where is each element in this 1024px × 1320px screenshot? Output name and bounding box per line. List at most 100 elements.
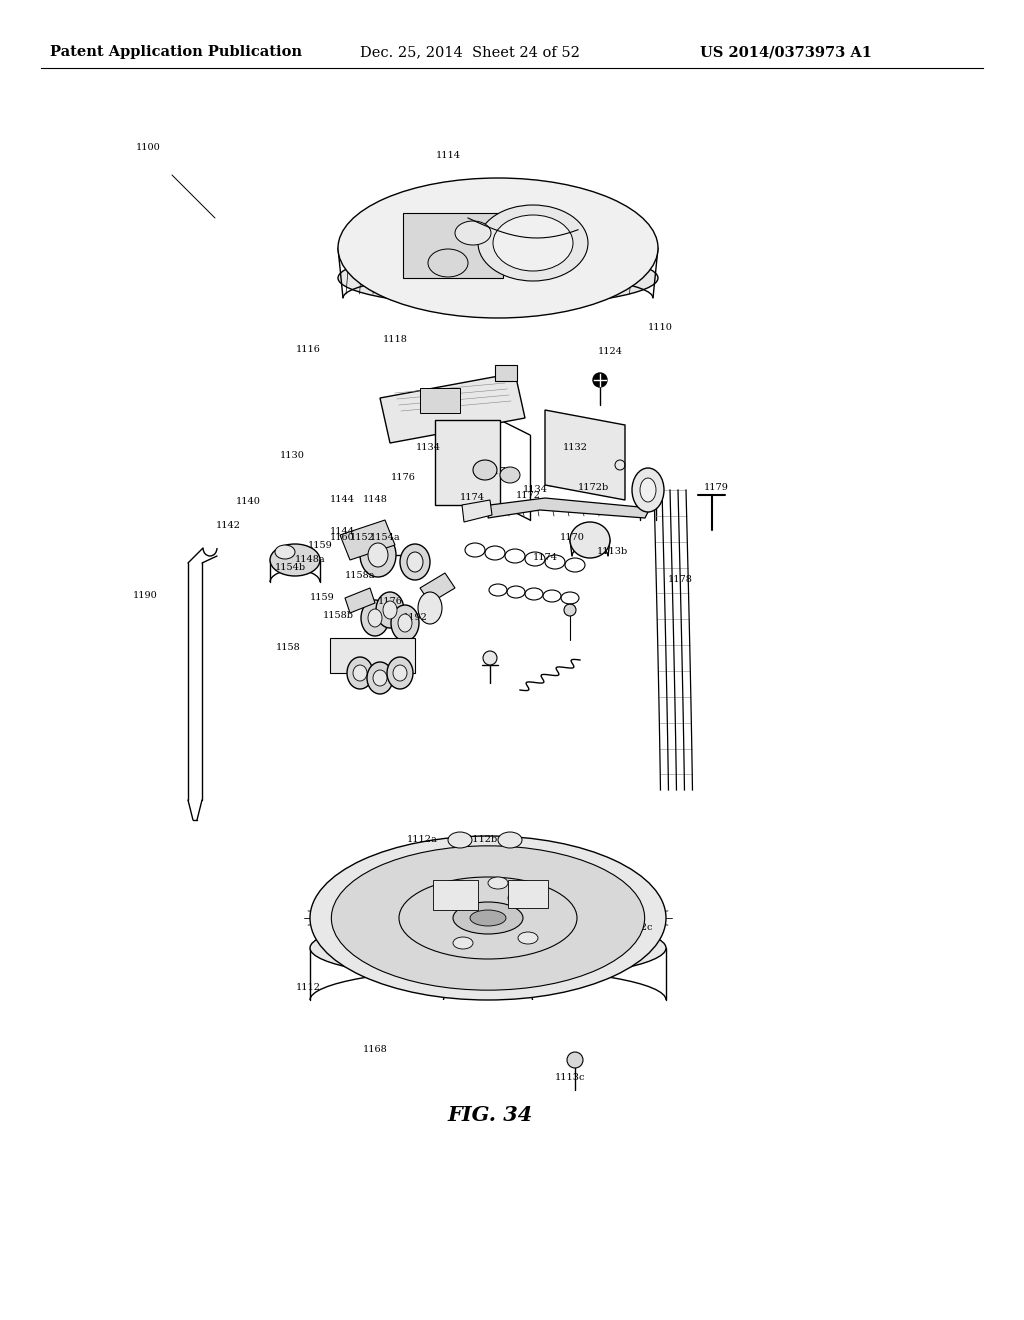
Circle shape bbox=[593, 374, 607, 387]
Ellipse shape bbox=[449, 898, 468, 909]
Text: 1113c: 1113c bbox=[555, 1073, 586, 1082]
Text: 1168: 1168 bbox=[362, 1045, 387, 1055]
Ellipse shape bbox=[500, 467, 520, 483]
Text: 1132: 1132 bbox=[562, 444, 588, 453]
Text: 1179: 1179 bbox=[703, 483, 728, 492]
Ellipse shape bbox=[376, 591, 404, 628]
Text: 1152: 1152 bbox=[349, 533, 375, 543]
Ellipse shape bbox=[270, 544, 319, 576]
Text: 1142: 1142 bbox=[215, 520, 241, 529]
Polygon shape bbox=[420, 573, 455, 603]
Ellipse shape bbox=[478, 205, 588, 281]
Text: 1170: 1170 bbox=[559, 533, 585, 543]
Ellipse shape bbox=[368, 543, 388, 568]
Text: 1158b: 1158b bbox=[323, 610, 353, 619]
Polygon shape bbox=[340, 520, 395, 560]
Ellipse shape bbox=[332, 846, 645, 990]
Ellipse shape bbox=[393, 665, 407, 681]
Bar bbox=[495, 366, 517, 381]
Ellipse shape bbox=[360, 533, 396, 577]
Text: 1100: 1100 bbox=[135, 144, 161, 153]
Ellipse shape bbox=[428, 249, 468, 277]
Text: 1126: 1126 bbox=[423, 393, 447, 403]
Text: 1112a: 1112a bbox=[407, 836, 437, 845]
Text: 1158a: 1158a bbox=[345, 570, 375, 579]
Text: 1172b: 1172b bbox=[578, 483, 608, 492]
Text: 1134: 1134 bbox=[522, 486, 548, 495]
Ellipse shape bbox=[498, 832, 522, 847]
Ellipse shape bbox=[453, 937, 473, 949]
Text: 1176: 1176 bbox=[378, 598, 402, 606]
Ellipse shape bbox=[368, 609, 382, 627]
Text: 1114: 1114 bbox=[435, 150, 461, 160]
Text: 1148a: 1148a bbox=[295, 556, 326, 565]
Text: 1110: 1110 bbox=[647, 323, 673, 333]
Polygon shape bbox=[488, 498, 650, 517]
Text: 1160: 1160 bbox=[330, 533, 354, 543]
Ellipse shape bbox=[347, 657, 373, 689]
Text: 1113b: 1113b bbox=[596, 548, 628, 557]
Polygon shape bbox=[380, 374, 525, 444]
Text: 1148: 1148 bbox=[362, 495, 387, 504]
Ellipse shape bbox=[367, 663, 393, 694]
Bar bbox=[403, 213, 503, 279]
Ellipse shape bbox=[387, 657, 413, 689]
Text: 1130: 1130 bbox=[280, 450, 304, 459]
Ellipse shape bbox=[473, 459, 497, 480]
Bar bbox=[435, 420, 500, 506]
Ellipse shape bbox=[338, 178, 658, 318]
Text: 1172: 1172 bbox=[515, 491, 541, 499]
Text: 1159: 1159 bbox=[307, 540, 333, 549]
Ellipse shape bbox=[275, 545, 295, 558]
Polygon shape bbox=[462, 500, 492, 521]
Ellipse shape bbox=[383, 601, 397, 619]
Text: 1112c: 1112c bbox=[623, 924, 653, 932]
Ellipse shape bbox=[453, 902, 523, 935]
Ellipse shape bbox=[570, 521, 610, 558]
Text: US 2014/0373973 A1: US 2014/0373973 A1 bbox=[700, 45, 872, 59]
Ellipse shape bbox=[310, 917, 666, 979]
Bar bbox=[433, 880, 478, 909]
Ellipse shape bbox=[508, 892, 528, 904]
Circle shape bbox=[564, 605, 575, 616]
Ellipse shape bbox=[361, 601, 389, 636]
Text: 1172a: 1172a bbox=[487, 467, 518, 477]
Text: 1144: 1144 bbox=[330, 495, 354, 504]
Text: 1154b: 1154b bbox=[274, 564, 305, 573]
Ellipse shape bbox=[493, 215, 573, 271]
Ellipse shape bbox=[518, 932, 538, 944]
Ellipse shape bbox=[399, 876, 577, 960]
Text: 1134: 1134 bbox=[416, 444, 440, 453]
Text: 1158: 1158 bbox=[275, 644, 300, 652]
Text: 1192: 1192 bbox=[402, 614, 427, 623]
Text: 1176: 1176 bbox=[390, 474, 416, 483]
Bar bbox=[330, 638, 415, 673]
Ellipse shape bbox=[391, 605, 419, 642]
Ellipse shape bbox=[418, 591, 442, 624]
Text: 1174: 1174 bbox=[532, 553, 557, 562]
Text: 1112b: 1112b bbox=[466, 836, 498, 845]
Ellipse shape bbox=[353, 665, 367, 681]
Polygon shape bbox=[345, 587, 375, 612]
Text: 1178: 1178 bbox=[668, 576, 692, 585]
Ellipse shape bbox=[400, 544, 430, 579]
Text: 1154a: 1154a bbox=[370, 533, 400, 543]
Text: 1124: 1124 bbox=[597, 347, 623, 356]
Text: 1174: 1174 bbox=[460, 494, 484, 503]
Text: 1159: 1159 bbox=[309, 593, 335, 602]
Ellipse shape bbox=[407, 552, 423, 572]
Ellipse shape bbox=[338, 249, 658, 306]
Bar bbox=[420, 388, 460, 413]
Ellipse shape bbox=[310, 836, 666, 1001]
Ellipse shape bbox=[640, 478, 656, 502]
Text: Patent Application Publication: Patent Application Publication bbox=[50, 45, 302, 59]
Polygon shape bbox=[545, 411, 625, 500]
Ellipse shape bbox=[455, 220, 490, 246]
Text: 1116: 1116 bbox=[296, 346, 321, 355]
Text: FIG. 34: FIG. 34 bbox=[447, 1105, 532, 1125]
Ellipse shape bbox=[488, 876, 508, 888]
Text: 1118: 1118 bbox=[383, 335, 408, 345]
Ellipse shape bbox=[398, 614, 412, 632]
Circle shape bbox=[483, 651, 497, 665]
Text: 1190: 1190 bbox=[133, 590, 158, 599]
